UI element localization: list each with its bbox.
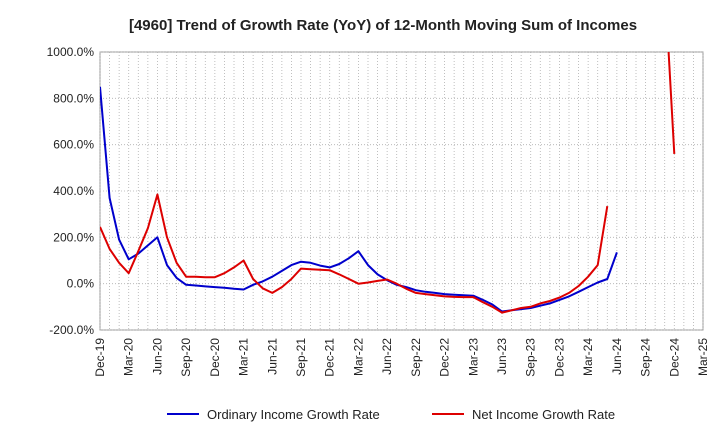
- y-tick-label: 1000.0%: [47, 45, 95, 59]
- series-line-net-income: [667, 52, 676, 154]
- x-tick-label: Dec-20: [208, 338, 222, 377]
- legend-item-net-income-label: Net Income Growth Rate: [472, 407, 615, 422]
- x-tick-label: Sep-20: [179, 338, 193, 377]
- grid-lines: [99, 51, 704, 331]
- y-tick-label: 400.0%: [53, 184, 94, 198]
- axes: -200.0% 0.0% 200.0% 400.0% 600.0% 800.0% 1000.…: [47, 45, 710, 377]
- x-tick-label: Dec-19: [93, 338, 107, 377]
- plot-area: [99, 51, 704, 331]
- x-tick-label: Dec-21: [323, 338, 337, 377]
- x-tick-label: Mar-20: [122, 338, 136, 376]
- x-tick-label: Dec-23: [552, 338, 566, 377]
- legend: Ordinary Income Growth Rate Net Income Gr…: [167, 407, 615, 422]
- chart-title: [4960] Trend of Growth Rate (YoY) of 12-…: [129, 17, 637, 34]
- y-tick-label: 0.0%: [67, 277, 95, 291]
- y-tick-label: -200.0%: [49, 323, 94, 337]
- x-tick-label: Sep-21: [294, 338, 308, 377]
- y-tick-label: 200.0%: [53, 230, 94, 244]
- series-lines: [100, 52, 676, 314]
- x-tick-label: Mar-24: [581, 338, 595, 376]
- legend-item-ordinary-income-label: Ordinary Income Growth Rate: [207, 407, 380, 422]
- x-tick-label: Mar-23: [466, 338, 480, 376]
- x-tick-label: Dec-22: [438, 338, 452, 377]
- x-tick-label: Sep-24: [639, 338, 653, 377]
- x-tick-label: Jun-20: [150, 338, 164, 375]
- x-tick-label: Jun-23: [495, 338, 509, 375]
- y-tick-label: 600.0%: [53, 138, 94, 152]
- series-line-ordinary-income: [100, 86, 618, 313]
- x-tick-label: Dec-24: [667, 338, 681, 377]
- x-tick-label: Jun-24: [610, 338, 624, 375]
- series-line-net-income: [100, 193, 609, 314]
- x-tick-label: Mar-25: [696, 338, 710, 376]
- x-tick-label: Sep-22: [409, 338, 423, 377]
- x-tick-label: Jun-21: [265, 338, 279, 375]
- x-tick-label: Mar-21: [237, 338, 251, 376]
- x-tick-label: Jun-22: [380, 338, 394, 375]
- x-tick-label: Mar-22: [351, 338, 365, 376]
- y-tick-label: 800.0%: [53, 91, 94, 105]
- x-tick-label: Sep-23: [524, 338, 538, 377]
